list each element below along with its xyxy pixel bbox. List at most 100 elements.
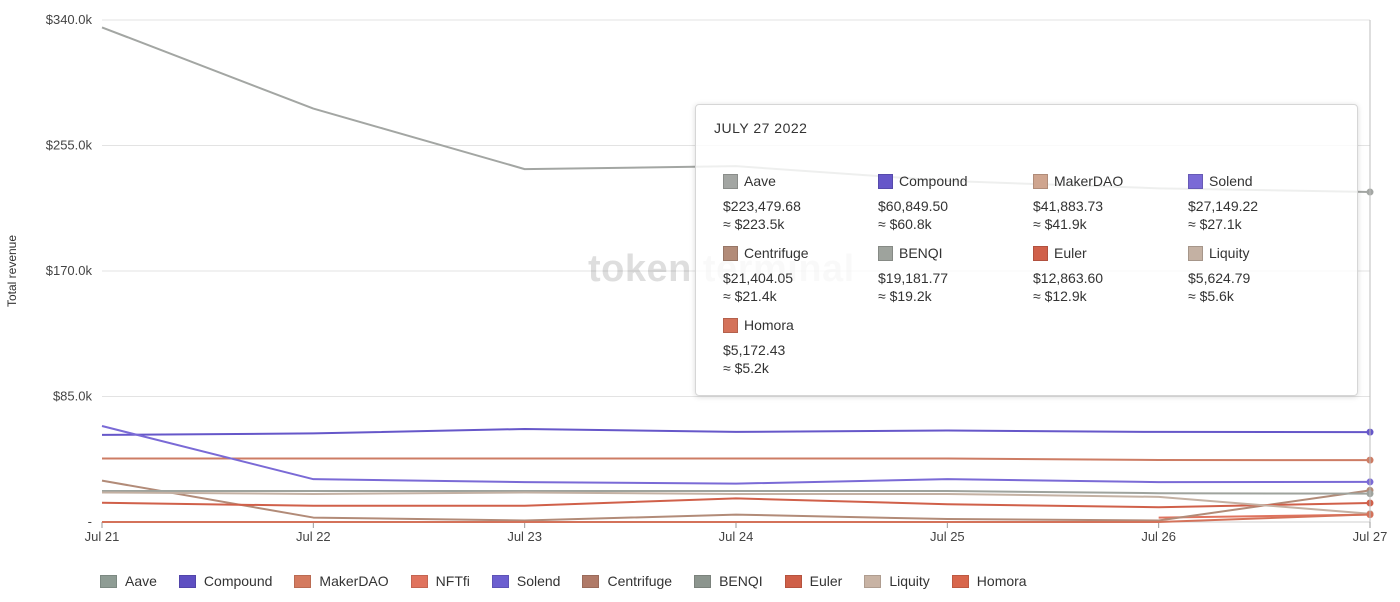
series-line-centrifuge <box>101 479 1371 522</box>
legend-label: BENQI <box>719 573 763 589</box>
legend-item-centrifuge[interactable]: Centrifuge <box>582 573 672 589</box>
series-line-makerdao <box>102 457 1371 462</box>
tooltip-entry-header: Aave <box>723 172 873 190</box>
tooltip-series-value: $19,181.77 <box>878 270 949 286</box>
legend-swatch-icon <box>582 574 600 588</box>
legend-item-liquity[interactable]: Liquity <box>864 573 930 589</box>
series-swatch-icon <box>1033 245 1048 261</box>
tooltip-series-name: Euler <box>1054 245 1087 261</box>
series-line-solend <box>101 425 1371 485</box>
x-tick-label: Jul 27 <box>1353 529 1388 544</box>
tooltip-series-approx: ≈ $27.1k <box>1188 216 1242 232</box>
legend-label: Aave <box>125 573 157 589</box>
tooltip-series-approx: ≈ $60.8k <box>878 216 932 232</box>
y-axis-title: Total revenue <box>5 235 19 307</box>
tooltip-series-approx: ≈ $223.5k <box>723 216 785 232</box>
legend-swatch-icon <box>694 574 712 588</box>
tooltip-entry-header: Liquity <box>1188 244 1338 262</box>
legend-item-compound[interactable]: Compound <box>178 573 273 589</box>
series-line-euler <box>101 497 1371 509</box>
tooltip-series-approx: ≈ $12.9k <box>1033 288 1087 304</box>
tooltip-series-approx: ≈ $21.4k <box>723 288 777 304</box>
tooltip-series-name: BENQI <box>899 245 943 261</box>
tooltip-series-value: $5,624.79 <box>1188 270 1251 286</box>
x-tick-label: Jul 23 <box>507 529 542 544</box>
series-swatch-icon <box>723 173 738 189</box>
y-tick-label: $255.0k <box>46 138 93 153</box>
tooltip-series-approx: ≈ $19.2k <box>878 288 932 304</box>
y-tick-label: $340.0k <box>46 12 93 27</box>
tooltip-series-approx: ≈ $5.2k <box>723 360 769 376</box>
series-swatch-icon <box>1188 245 1203 261</box>
legend-swatch-icon <box>294 574 312 588</box>
legend-swatch-icon <box>491 574 509 588</box>
series-line-homora <box>102 513 1371 523</box>
legend-label: Euler <box>809 573 843 589</box>
tooltip-entry-header: MakerDAO <box>1033 172 1183 190</box>
legend-swatch-icon <box>178 574 196 588</box>
legend-item-benqi[interactable]: BENQI <box>694 573 763 589</box>
legend-item-solend[interactable]: Solend <box>491 573 561 589</box>
tooltip-series-name: Centrifuge <box>744 245 809 261</box>
tooltip-entry: MakerDAO $41,883.73 ≈ $41.9k <box>1033 172 1183 233</box>
y-tick-label: $85.0k <box>53 389 93 404</box>
legend-swatch-icon <box>784 574 802 588</box>
tooltip-series-approx: ≈ $5.6k <box>1188 288 1234 304</box>
tooltip-series-value: $60,849.50 <box>878 198 949 214</box>
tooltip-series-name: MakerDAO <box>1054 173 1124 189</box>
x-tick-label: Jul 26 <box>1141 529 1176 544</box>
x-tick-label: Jul 21 <box>85 529 120 544</box>
tooltip-date: JULY 27 2022 <box>714 120 808 136</box>
legend-item-nftfi[interactable]: NFTfi <box>410 573 470 589</box>
tooltip-series-value: $5,172.43 <box>723 342 786 358</box>
x-tick-label: Jul 22 <box>296 529 331 544</box>
legend-label: NFTfi <box>435 573 470 589</box>
series-swatch-icon <box>723 317 738 333</box>
legend-item-aave[interactable]: Aave <box>100 573 157 589</box>
y-tick-label: $170.0k <box>46 263 93 278</box>
tooltip-series-value: $27,149.22 <box>1188 198 1259 214</box>
legend-swatch-icon <box>100 574 117 588</box>
legend-label: Compound <box>203 573 273 589</box>
tooltip-series-name: Liquity <box>1209 245 1250 261</box>
series-swatch-icon <box>1188 173 1203 189</box>
legend-label: Homora <box>976 573 1027 589</box>
legend-label: MakerDAO <box>319 573 389 589</box>
series-line-compound <box>101 427 1371 436</box>
series-swatch-icon <box>878 173 893 189</box>
tooltip-series-value: $41,883.73 <box>1033 198 1104 214</box>
tooltip-entry: Aave $223,479.68 ≈ $223.5k <box>723 172 873 233</box>
legend-item-euler[interactable]: Euler <box>784 573 843 589</box>
legend-swatch-icon <box>951 574 969 588</box>
tooltip-entry: Liquity $5,624.79 ≈ $5.6k <box>1188 244 1338 305</box>
tooltip-series-name: Homora <box>744 317 794 333</box>
x-tick-label: Jul 25 <box>930 529 965 544</box>
tooltip-series-value: $12,863.60 <box>1033 270 1104 286</box>
hover-tooltip: JULY 27 2022 Aave $223,479.68 ≈ $223.5k Com… <box>695 104 1358 396</box>
tooltip-entry: Homora $5,172.43 ≈ $5.2k <box>723 316 873 377</box>
tooltip-entry-header: BENQI <box>878 244 1028 262</box>
x-tick-label: Jul 24 <box>719 529 754 544</box>
series-swatch-icon <box>723 245 738 261</box>
series-swatch-icon <box>878 245 893 261</box>
legend-swatch-icon <box>410 574 428 588</box>
tooltip-series-name: Solend <box>1209 173 1253 189</box>
legend-item-homora[interactable]: Homora <box>951 573 1027 589</box>
legend-label: Liquity <box>889 573 930 589</box>
series-swatch-icon <box>1033 173 1048 189</box>
legend-label: Centrifuge <box>607 573 673 589</box>
tooltip-entry-header: Homora <box>723 316 873 334</box>
series-line-liquity <box>101 491 1371 515</box>
tooltip-entry-header: Euler <box>1033 244 1183 262</box>
tooltip-series-approx: ≈ $41.9k <box>1033 216 1087 232</box>
y-tick-label: - <box>88 514 92 529</box>
chart-legend: Aave Compound MakerDAO NFTfi Solend Centrifug… <box>100 571 1049 591</box>
tooltip-entry-header: Centrifuge <box>723 244 873 262</box>
tooltip-entry-header: Solend <box>1188 172 1338 190</box>
tooltip-entry: Centrifuge $21,404.05 ≈ $21.4k <box>723 244 873 305</box>
legend-item-makerdao[interactable]: MakerDAO <box>294 573 389 589</box>
tooltip-entry: Euler $12,863.60 ≈ $12.9k <box>1033 244 1183 305</box>
tooltip-entry: BENQI $19,181.77 ≈ $19.2k <box>878 244 1028 305</box>
tooltip-series-value: $21,404.05 <box>723 270 794 286</box>
legend-label: Solend <box>516 573 561 589</box>
